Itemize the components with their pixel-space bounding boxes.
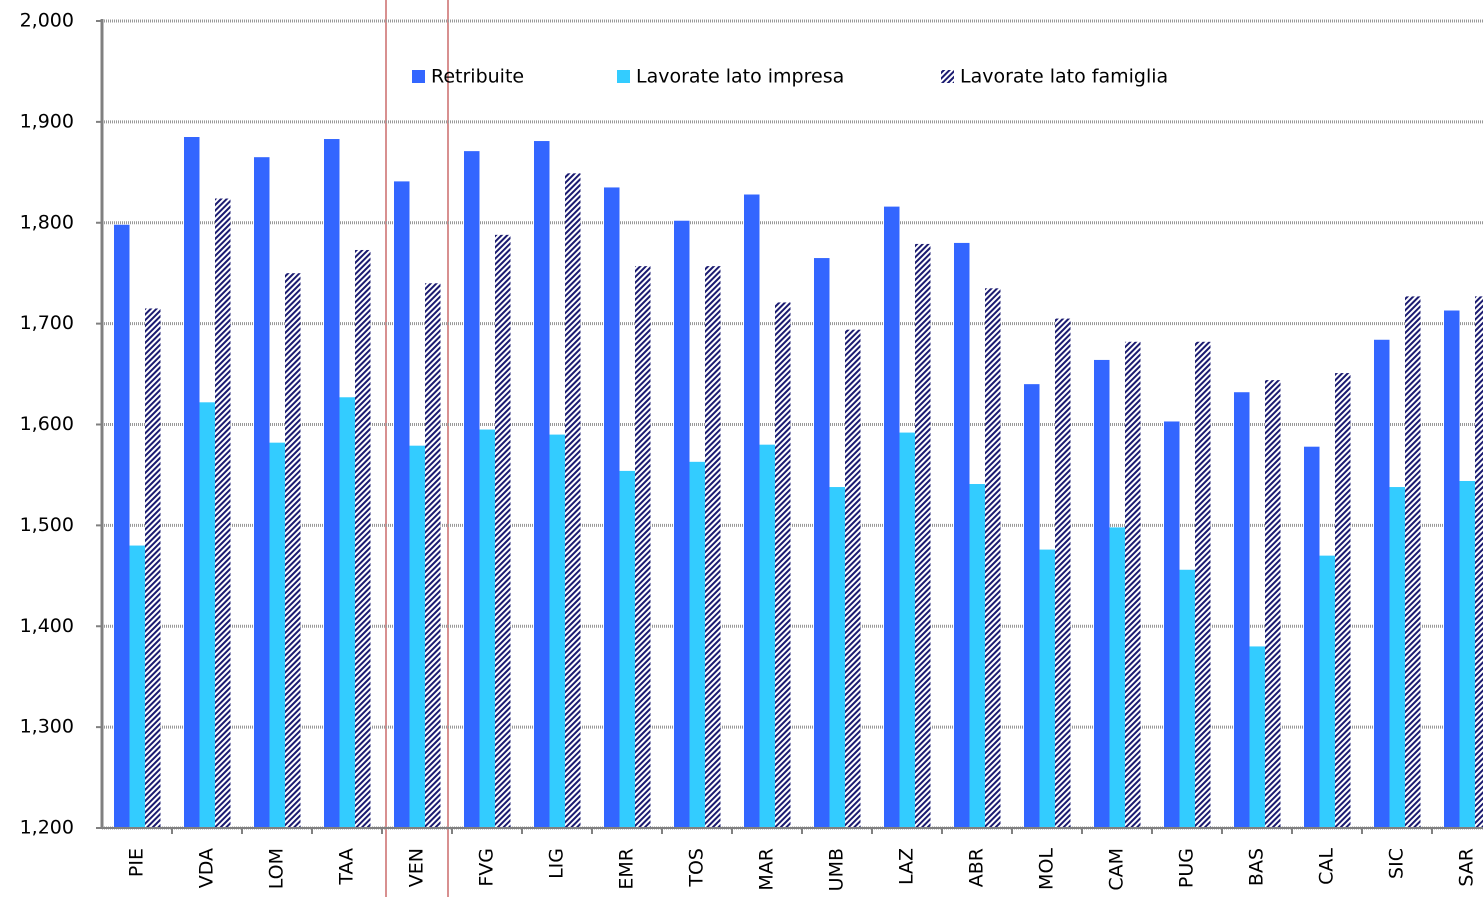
bar (1094, 359, 1110, 828)
bar (1459, 480, 1475, 828)
bar (689, 461, 705, 828)
x-tick-label: MOL (1036, 848, 1058, 890)
x-tick-label: PIE (126, 848, 148, 877)
bar (1179, 569, 1195, 828)
bar (985, 288, 1001, 829)
bar (1335, 373, 1351, 828)
bar (969, 484, 985, 828)
y-tick-label: 1,800 (20, 211, 74, 233)
bar (829, 487, 845, 828)
legend-marker (412, 70, 425, 83)
bar (1475, 296, 1483, 828)
bar (915, 243, 931, 829)
bar (1389, 487, 1405, 828)
bar (1039, 549, 1055, 828)
bar (129, 545, 145, 828)
bar (1249, 646, 1265, 828)
bar (1195, 341, 1211, 828)
bar (705, 266, 721, 829)
x-tick-label: TAA (336, 848, 358, 886)
bar (1055, 318, 1071, 828)
bar (145, 308, 161, 828)
bar (409, 445, 425, 828)
x-tick-label: LIG (546, 848, 568, 879)
bar (1024, 384, 1040, 828)
legend-label: Retribuite (431, 66, 524, 88)
bar (479, 429, 495, 828)
bar (775, 302, 791, 828)
bar (744, 194, 760, 828)
bar (845, 329, 861, 828)
y-tick-label: 1,600 (20, 413, 74, 435)
y-tick-label: 2,000 (20, 10, 74, 32)
bar (759, 444, 775, 828)
bar (184, 137, 200, 829)
x-tick-label: FVG (476, 848, 498, 887)
bar (549, 434, 565, 828)
bar (269, 442, 285, 828)
bar (899, 432, 915, 828)
bar (635, 266, 651, 829)
bar (1109, 527, 1125, 828)
bar (619, 470, 635, 828)
bar (495, 234, 511, 829)
y-tick-label: 1,200 (20, 817, 74, 839)
bar (254, 157, 270, 828)
bar (339, 397, 355, 828)
y-tick-label: 1,700 (20, 312, 74, 334)
x-tick-label: ABR (966, 848, 988, 887)
x-tick-label: UMB (826, 848, 848, 891)
x-tick-label: CAM (1106, 848, 1128, 891)
legend-marker (941, 70, 954, 83)
bar (1234, 392, 1250, 828)
bar (464, 151, 480, 828)
x-tick-label: MAR (756, 848, 778, 891)
bar (604, 187, 620, 829)
x-tick-label: VEN (406, 848, 428, 887)
legend-label: Lavorate lato famiglia (960, 66, 1168, 88)
x-tick-label: BAS (1246, 848, 1268, 886)
bar (394, 181, 410, 829)
y-tick-label: 1,400 (20, 615, 74, 637)
bar (114, 224, 130, 828)
x-tick-label: SIC (1386, 848, 1408, 879)
x-tick-label: PUG (1176, 848, 1198, 888)
x-tick-label: LAZ (896, 848, 918, 885)
bar (954, 242, 970, 829)
x-tick-label: TOS (686, 848, 708, 888)
x-tick-label: VDA (196, 848, 218, 888)
bar (1374, 339, 1390, 828)
legend-marker (617, 70, 630, 83)
bar (1265, 380, 1281, 828)
bar (199, 402, 215, 828)
bar (425, 283, 441, 828)
bar (1319, 555, 1335, 828)
bar (565, 173, 581, 829)
x-tick-label: SAR (1456, 848, 1478, 887)
bar (324, 139, 340, 828)
bar (1444, 310, 1460, 829)
bar (285, 273, 301, 828)
x-tick-label: EMR (616, 848, 638, 890)
bar (1405, 296, 1421, 828)
y-tick-label: 1,500 (20, 514, 74, 536)
bar (534, 141, 550, 828)
bar (674, 220, 690, 829)
x-tick-label: LOM (266, 848, 288, 889)
y-tick-label: 1,300 (20, 716, 74, 738)
bar (355, 249, 371, 828)
bar (814, 258, 830, 828)
y-tick-label: 1,900 (20, 110, 74, 132)
bar (1125, 341, 1141, 828)
bar (884, 206, 900, 829)
x-tick-label: CAL (1316, 848, 1338, 885)
legend-label: Lavorate lato impresa (636, 66, 844, 88)
bar (1304, 446, 1320, 828)
bar (215, 198, 231, 829)
bar (1164, 421, 1180, 828)
